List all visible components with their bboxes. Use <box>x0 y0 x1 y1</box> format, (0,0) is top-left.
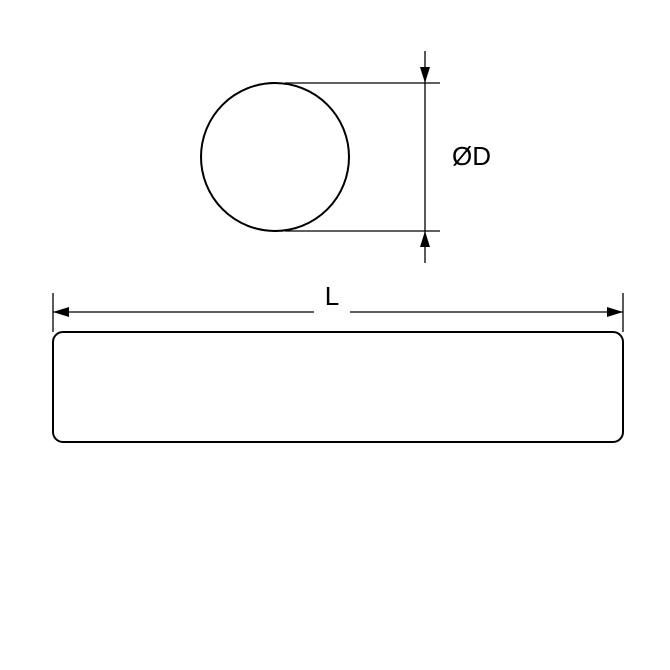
bar-side-view <box>53 332 623 442</box>
cross-section-circle <box>201 83 349 231</box>
length-arrow-left <box>53 307 69 317</box>
diameter-arrow-top <box>420 67 430 83</box>
diameter-label: ØD <box>452 141 491 171</box>
engineering-drawing: ØD L <box>0 0 670 670</box>
diameter-arrow-bottom <box>420 231 430 247</box>
length-label: L <box>325 281 339 311</box>
length-arrow-right <box>607 307 623 317</box>
